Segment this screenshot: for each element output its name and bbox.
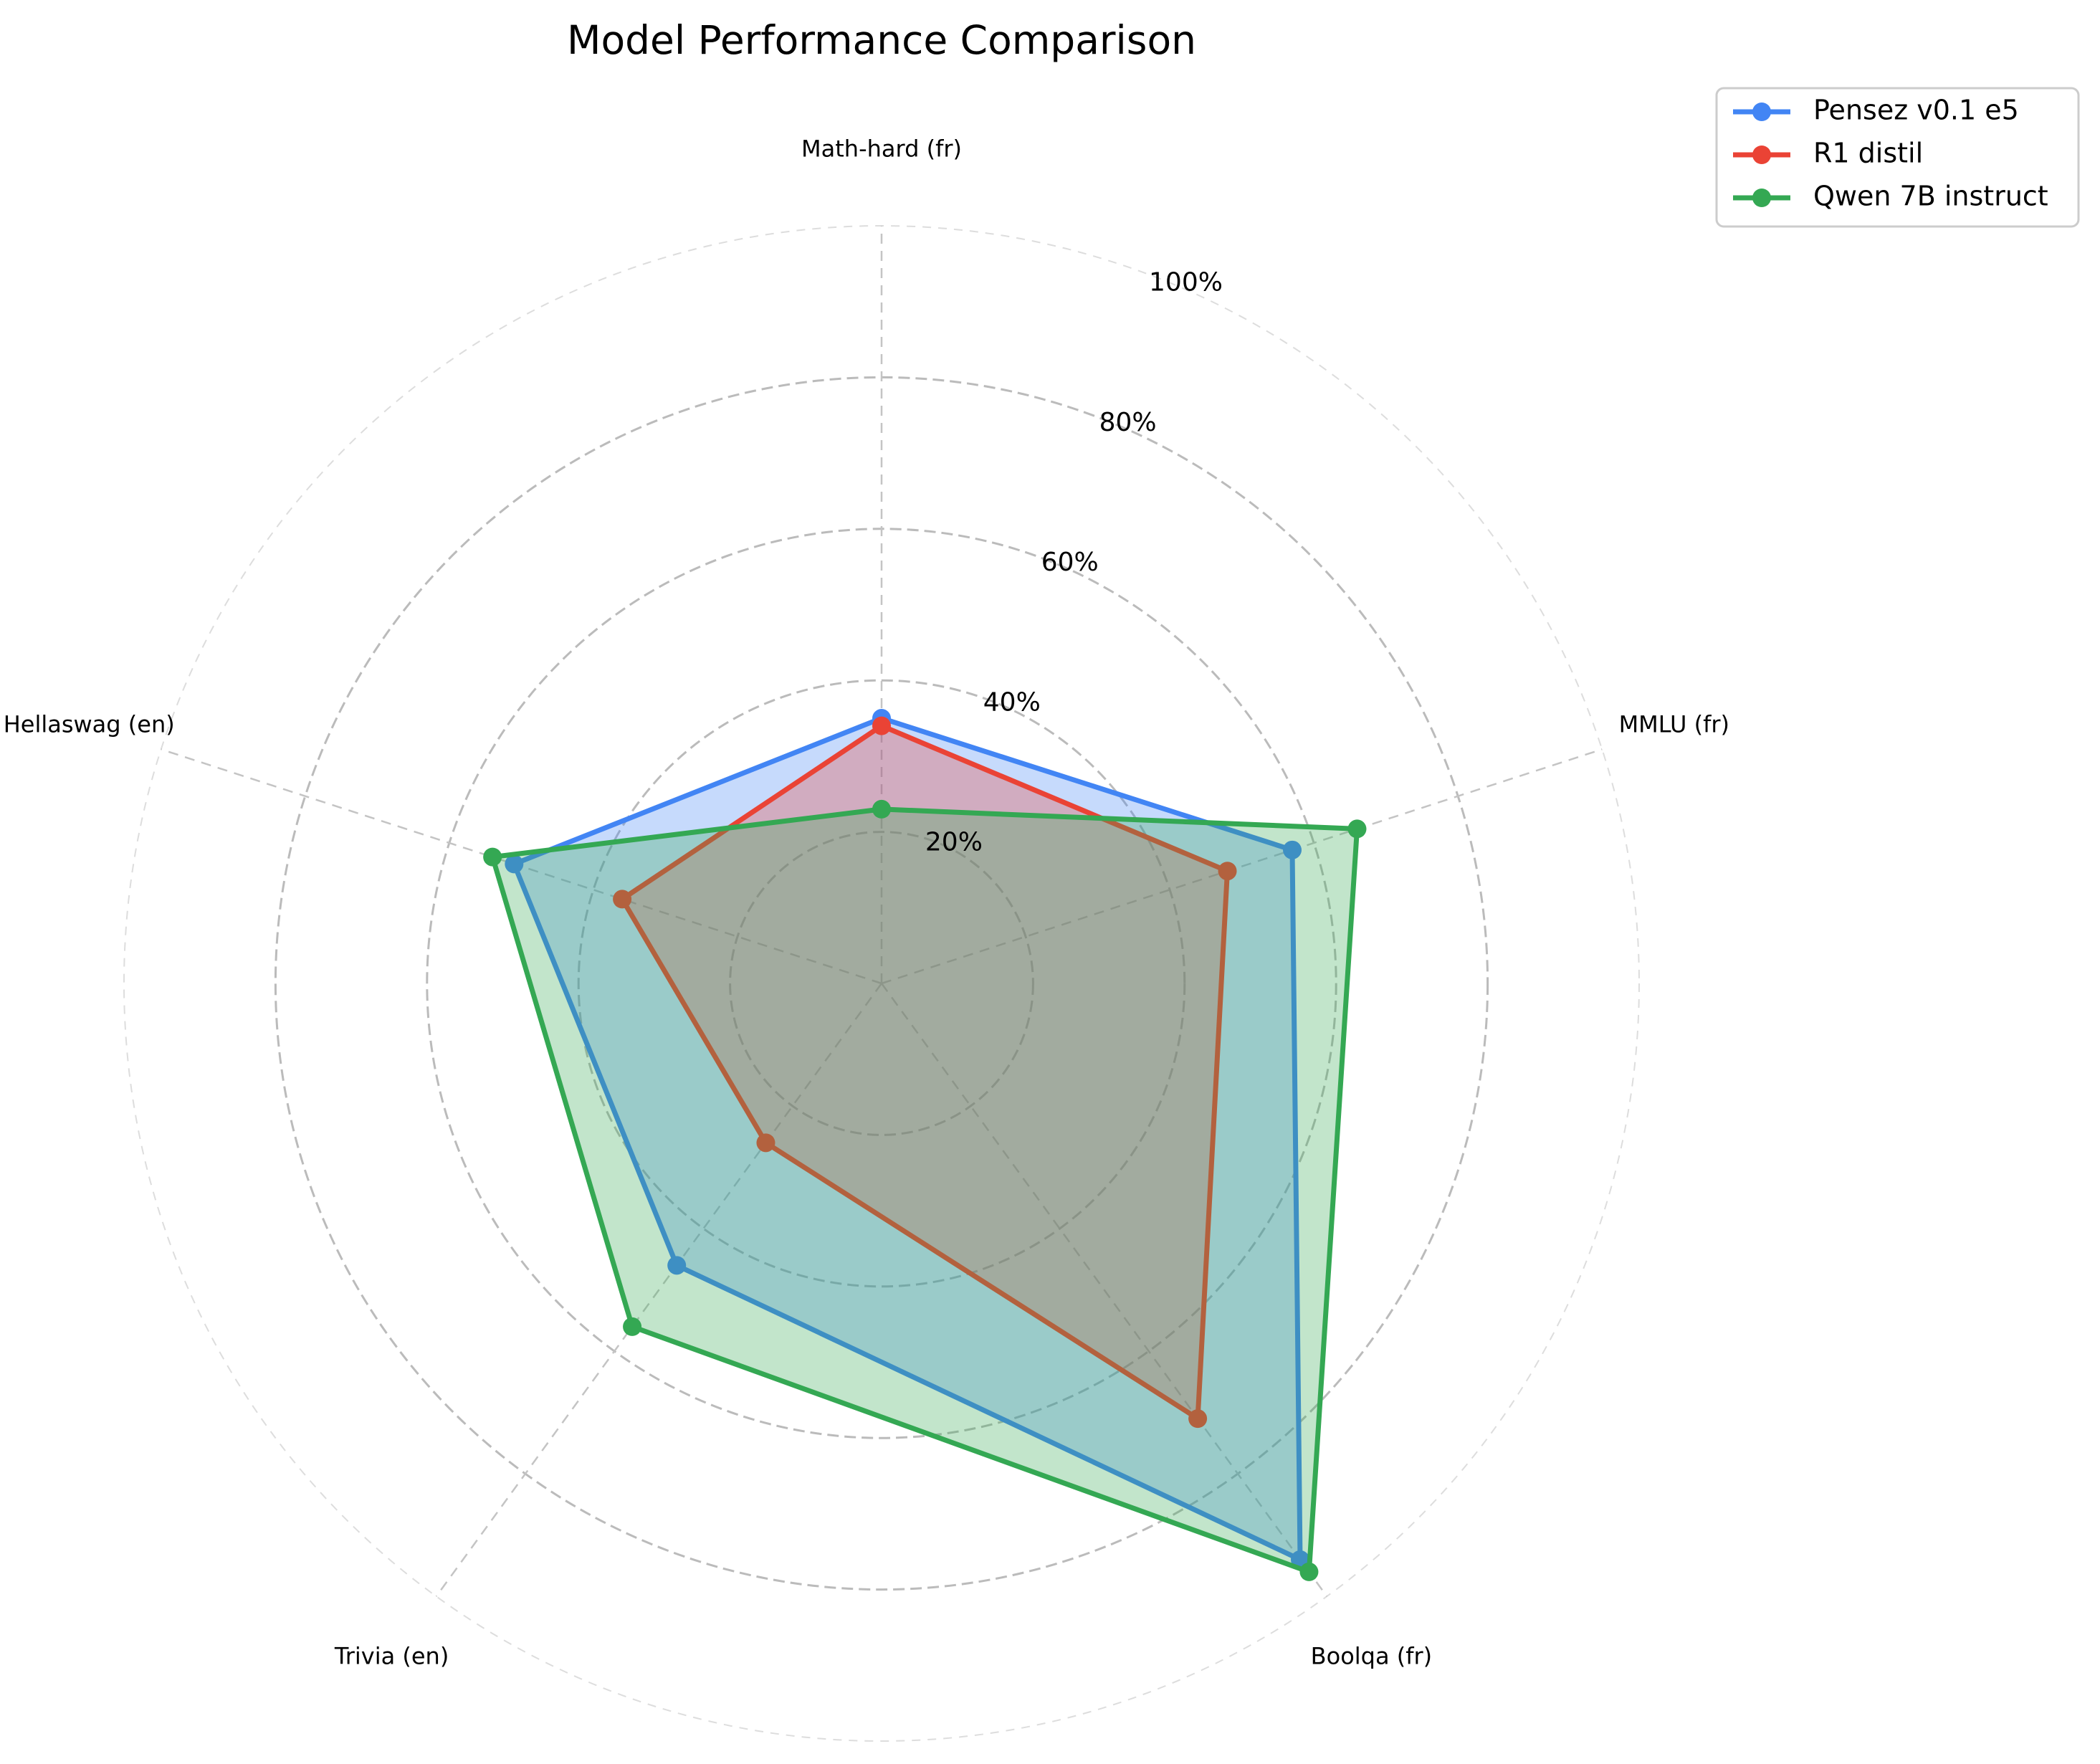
series-area-r1-distil	[622, 725, 1228, 1419]
grid-spoke	[435, 983, 883, 1597]
data-point-r1-distil	[872, 716, 891, 735]
radar-grid	[123, 225, 1640, 1742]
data-point-qwen-7b-instruct	[623, 1317, 642, 1336]
data-point-qwen-7b-instruct	[1347, 819, 1367, 839]
series-line-r1-distil	[619, 723, 1230, 1421]
grid-ring-40	[577, 679, 1186, 1288]
data-point-r1-distil	[1188, 1409, 1208, 1429]
axis-label: Trivia (en)	[334, 1643, 449, 1670]
series-area-qwen-7b-instruct	[492, 809, 1357, 1572]
radial-tick-label: 20%	[925, 828, 983, 857]
legend-frame	[1715, 87, 2080, 228]
series-line-pensez-v0-1-e5	[511, 715, 1303, 1563]
axis-labels: Math-hard (fr) MMLU (fr) Boolqa (fr) Trivia…	[4, 135, 1729, 1669]
series-layer	[483, 709, 1367, 1581]
data-point-pensez-v0-1-e5	[505, 854, 524, 874]
legend-label-qwen-7b-instruct: Qwen 7B instruct	[1813, 181, 2048, 212]
radial-tick-label: 40%	[983, 687, 1041, 717]
data-point-pensez-v0-1-e5	[667, 1256, 687, 1275]
legend: Pensez v0.1 e5 R1 distil Qwen 7B instruct	[1715, 87, 2080, 228]
data-point-r1-distil	[1218, 862, 1237, 881]
data-point-r1-distil	[756, 1133, 775, 1153]
radial-tick-labels: 20% 40% 60% 80% 100%	[925, 267, 1223, 857]
legend-marker-pensez-v0-1-e5	[1752, 102, 1771, 121]
data-point-qwen-7b-instruct	[1299, 1562, 1319, 1581]
legend-label-r1-distil: R1 distil	[1813, 138, 1923, 169]
axis-label: MMLU (fr)	[1619, 711, 1729, 738]
chart-title: Model Performance Comparison	[567, 17, 1196, 63]
grid-spoke	[880, 983, 1328, 1597]
data-point-pensez-v0-1-e5	[1283, 840, 1302, 859]
radial-tick-label: 100%	[1149, 267, 1223, 297]
axis-label: Hellaswag (en)	[4, 711, 175, 738]
grid-ring-20	[729, 831, 1034, 1136]
grid-spoke	[881, 748, 1603, 985]
data-point-qwen-7b-instruct	[483, 847, 502, 867]
data-point-r1-distil	[613, 890, 632, 909]
radial-tick-label: 60%	[1041, 548, 1099, 577]
series-line-qwen-7b-instruct	[490, 806, 1360, 1575]
axis-label: Math-hard (fr)	[801, 135, 962, 162]
legend-marker-r1-distil	[1752, 146, 1771, 164]
axis-label: Boolqa (fr)	[1311, 1643, 1432, 1670]
radial-tick-label: 80%	[1099, 408, 1157, 437]
legend-label-pensez-v0-1-e5: Pensez v0.1 e5	[1813, 95, 2019, 126]
series-area-pensez-v0-1-e5	[514, 718, 1300, 1560]
data-point-qwen-7b-instruct	[872, 799, 891, 819]
legend-marker-qwen-7b-instruct	[1752, 189, 1771, 207]
